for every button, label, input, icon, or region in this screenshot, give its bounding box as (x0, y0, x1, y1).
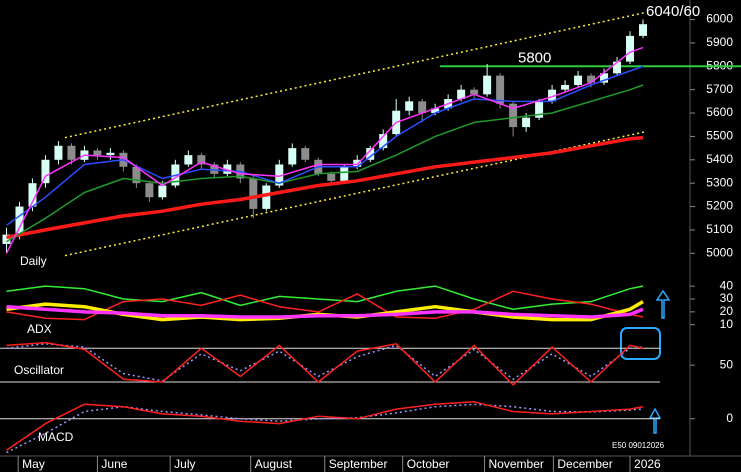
y-tick-label: 5700 (706, 82, 733, 96)
level-label: 5800 (518, 49, 551, 66)
candle-body (197, 155, 206, 165)
y-tick-label: 5900 (706, 35, 733, 49)
candle-body (522, 117, 531, 128)
candle-body (184, 155, 193, 165)
x-tick-label: December (557, 457, 612, 471)
candle-body (626, 35, 635, 62)
candle-body (275, 164, 284, 186)
y-tick-label: 5100 (706, 222, 733, 236)
candle-body (132, 166, 141, 184)
y-tick-label: 5600 (706, 105, 733, 119)
line-series (6, 84, 644, 243)
candle-body (379, 134, 388, 149)
line-series (64, 130, 646, 257)
candle-body (353, 159, 362, 167)
y-tick-label: 30 (720, 291, 734, 305)
candle-body (301, 148, 310, 160)
candle-body (548, 89, 557, 102)
candle-body (2, 234, 11, 244)
candle-body (106, 152, 115, 156)
candle-body (327, 173, 336, 181)
candle-body (431, 108, 440, 114)
y-tick-label: 10 (720, 317, 734, 331)
y-tick-label: 50 (720, 357, 734, 371)
candle-body (561, 84, 570, 90)
candle-body (483, 75, 492, 95)
line-series (6, 341, 644, 386)
panel-label: MACD (38, 430, 74, 444)
candle-body (340, 166, 349, 181)
candle-body (470, 89, 479, 95)
line-series (5, 46, 644, 254)
line-series (6, 290, 644, 321)
x-tick-label: September (329, 457, 388, 471)
candle-body (262, 185, 271, 209)
x-tick-label: June (101, 457, 127, 471)
candle-body (574, 75, 583, 85)
candle-body (418, 101, 427, 114)
line-series (6, 401, 644, 451)
y-tick-label: 5400 (706, 152, 733, 166)
x-tick-label: November (489, 457, 544, 471)
candle-body (457, 89, 466, 100)
annotation: 6040/60 (646, 3, 700, 20)
x-tick-label: July (174, 457, 195, 471)
y-tick-label: 0 (726, 411, 733, 425)
candle-body (600, 73, 609, 83)
candle-body (613, 61, 622, 74)
highlight-box (620, 327, 661, 360)
panel-label: Oscillator (14, 363, 64, 377)
x-tick-label: August (255, 457, 293, 471)
candle-body (535, 101, 544, 118)
arrow-up (648, 407, 662, 434)
x-tick-label: 2026 (634, 457, 661, 471)
candle-body (639, 24, 648, 36)
candle-body (210, 164, 219, 174)
y-tick-label: 20 (720, 304, 734, 318)
candle-body (145, 183, 154, 198)
panel-label: Daily (20, 254, 47, 268)
line-series (6, 403, 644, 454)
candle-body (405, 101, 414, 111)
candle-body (41, 159, 50, 184)
candle-body (67, 145, 76, 160)
y-tick-label: 5000 (706, 245, 733, 259)
line-series (6, 65, 644, 226)
line-series (6, 304, 644, 319)
candle-body (249, 178, 258, 209)
line-series (6, 285, 644, 311)
line-series (6, 135, 644, 240)
y-tick-label: 5500 (706, 129, 733, 143)
line-series (64, 11, 646, 139)
arrow-up (655, 289, 671, 319)
candle-body (509, 103, 518, 128)
y-tick-label: 40 (720, 278, 734, 292)
candle-body (54, 145, 63, 160)
x-tick-label: May (22, 457, 45, 471)
footnote: E50 09012026 (612, 441, 665, 450)
panel-label: ADX (27, 322, 52, 336)
candle-body (28, 183, 37, 207)
candle-body (93, 150, 102, 156)
x-tick-label: October (407, 457, 450, 471)
candle-body (496, 75, 505, 104)
candle-body (15, 206, 24, 235)
candle-body (158, 185, 167, 198)
candle-body (288, 148, 297, 165)
y-tick-label: 5200 (706, 199, 733, 213)
y-tick-label: 5300 (706, 175, 733, 189)
y-tick-label: 6000 (706, 12, 733, 26)
candle-body (587, 75, 596, 83)
candle-body (366, 148, 375, 160)
